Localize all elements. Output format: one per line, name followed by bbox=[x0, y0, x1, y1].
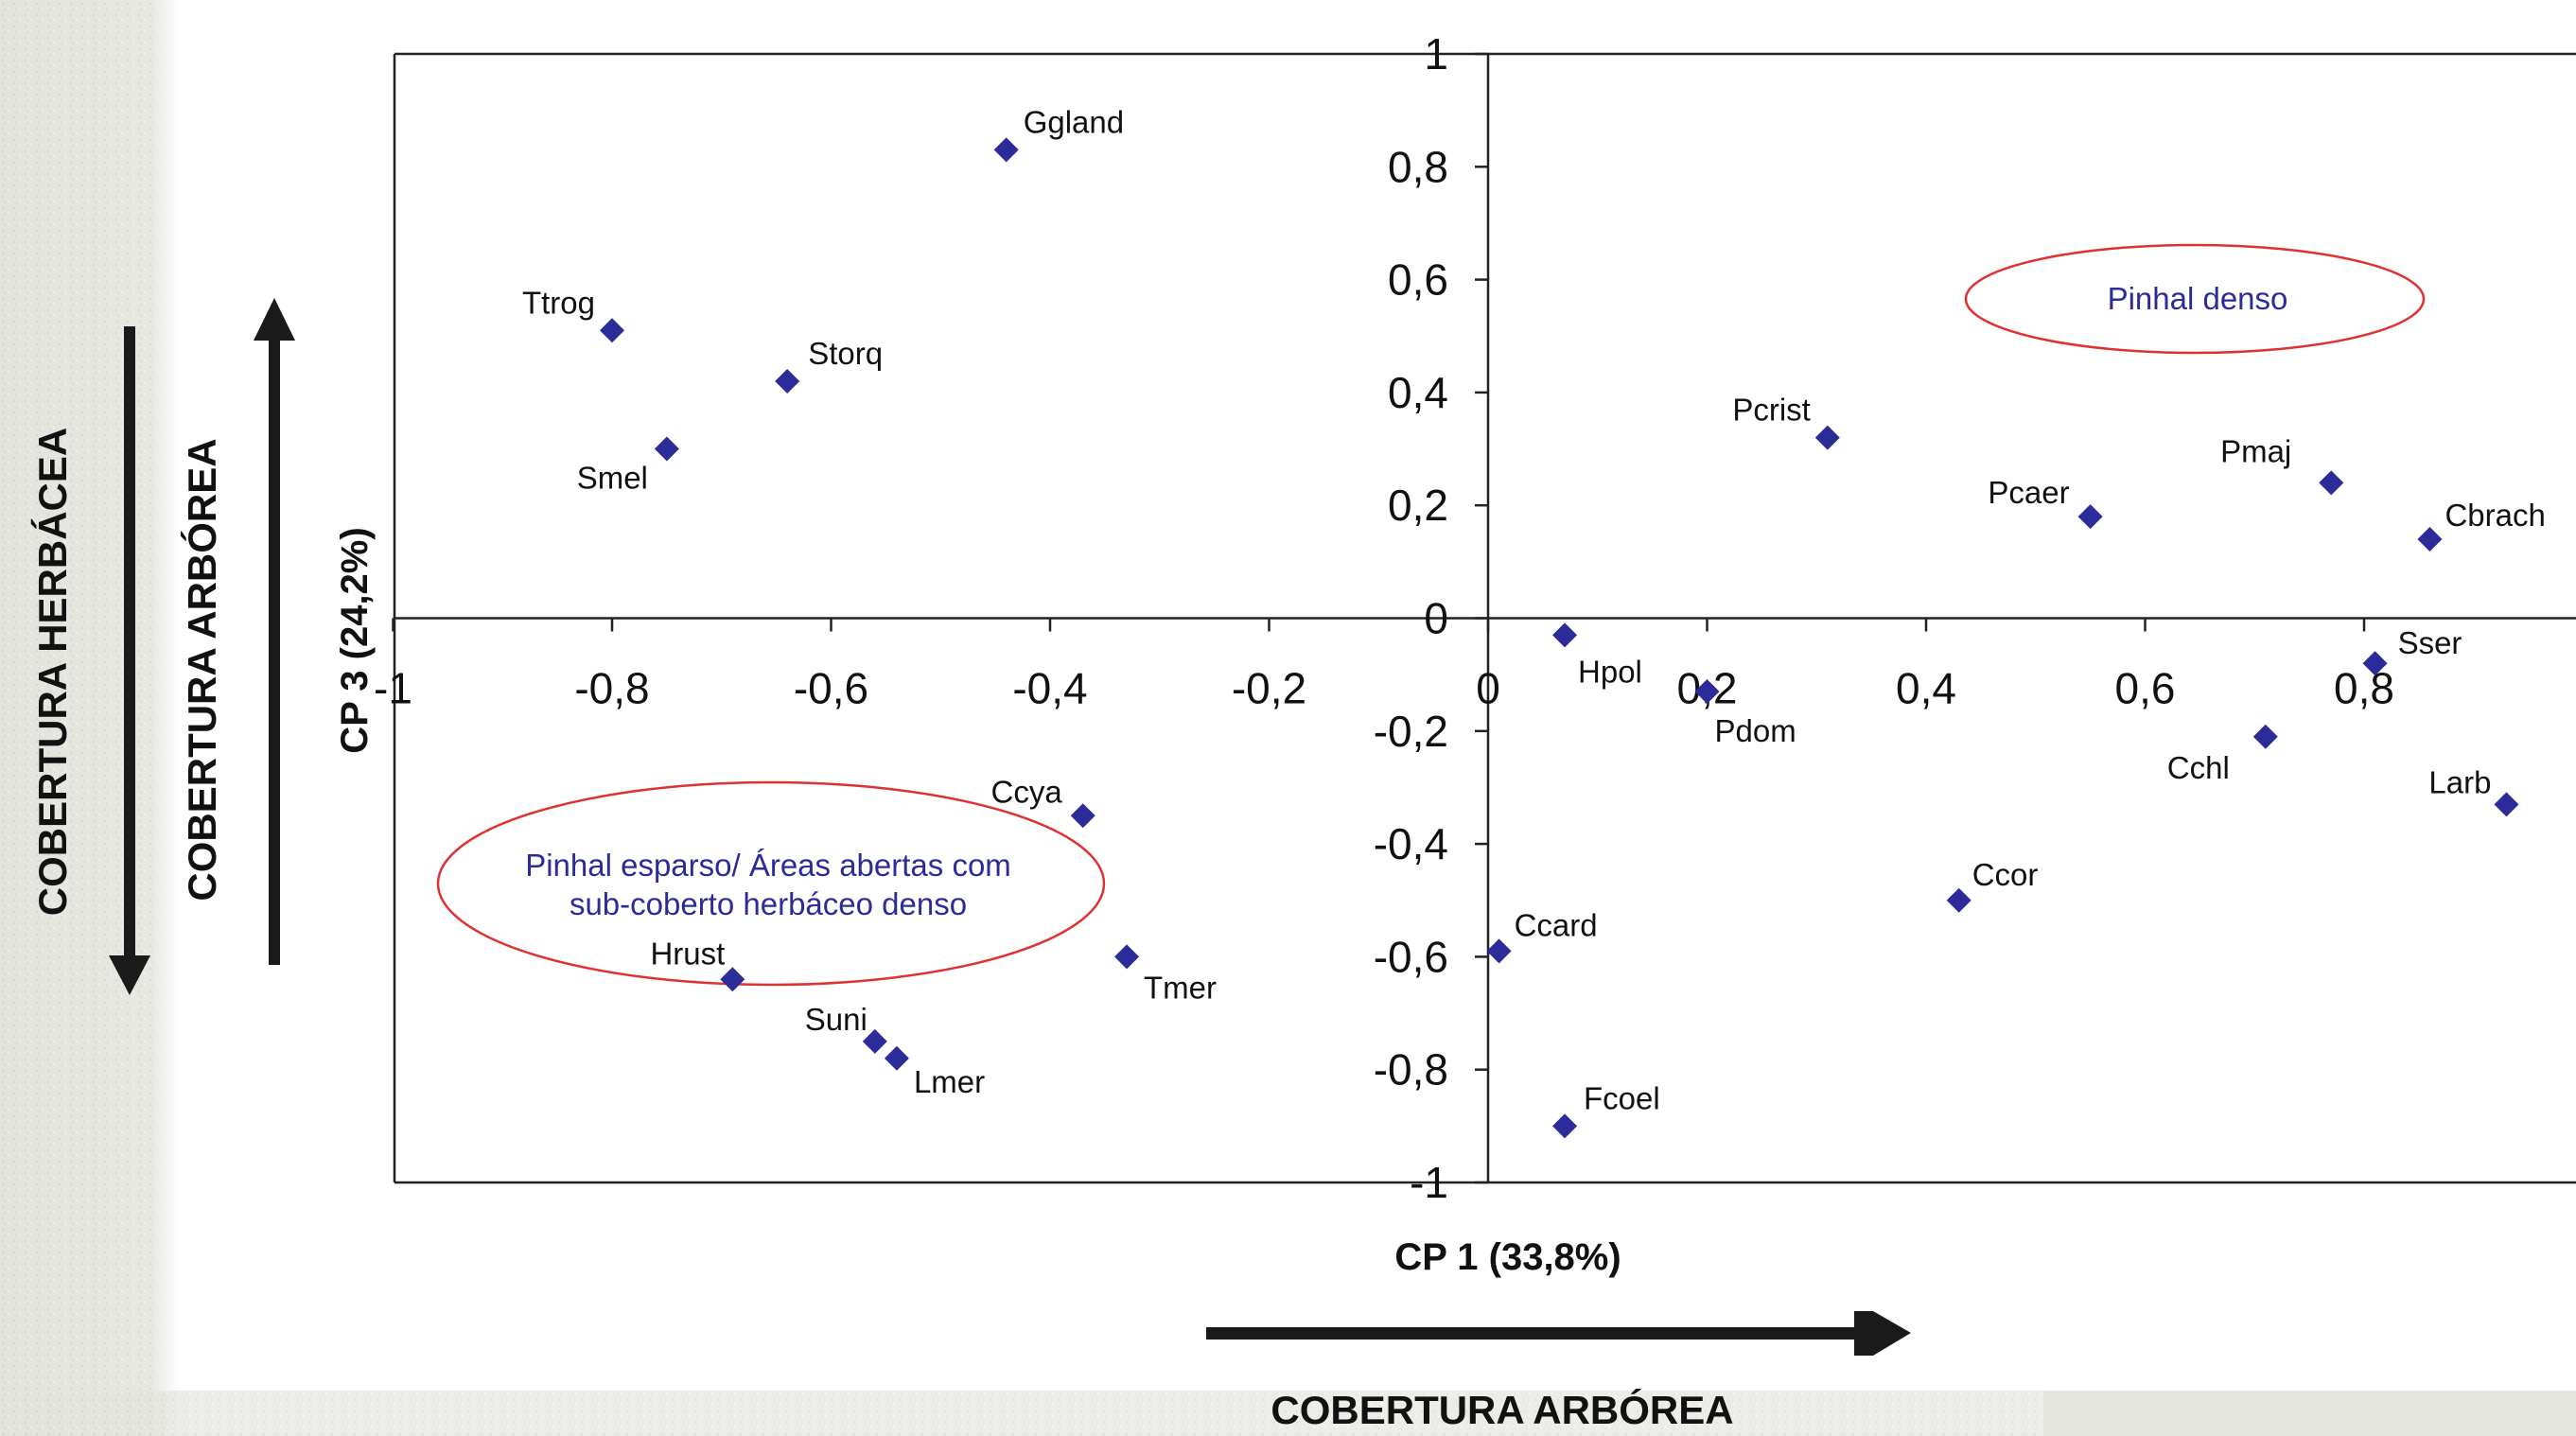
data-point-marker bbox=[775, 368, 800, 394]
x-axis-title: CP 1 (33,8%) bbox=[1394, 1236, 1621, 1278]
data-point-label: Ccor bbox=[1972, 857, 2039, 892]
y-tick-label: -0,2 bbox=[1374, 707, 1448, 756]
annotation-pinhal-esparso: Pinhal esparso/ Áreas abertas com sub-co… bbox=[436, 780, 1106, 987]
data-point-label: Tmer bbox=[1144, 970, 1217, 1005]
data-point-label: Ccard bbox=[1515, 907, 1598, 942]
data-point-label: Pcaer bbox=[1988, 475, 2069, 510]
y-tick-label: 0,4 bbox=[1388, 368, 1448, 417]
y-axis-ticks: 1 0,8 0,6 0,4 0,2 0 -0,2 -0,4 -0,6 -0,8 -1 bbox=[1374, 29, 1488, 1207]
data-point-marker bbox=[2077, 504, 2103, 530]
annotation-text-pinhal-esparso-line2: sub-coberto herbáceo denso bbox=[570, 886, 967, 921]
y-tick-label: 0,6 bbox=[1388, 255, 1448, 305]
data-point-label: Pcrist bbox=[1732, 393, 1811, 428]
x-tick-label: 0,6 bbox=[2115, 664, 2176, 713]
data-point-marker bbox=[720, 967, 745, 992]
data-point-label: Suni bbox=[805, 1002, 867, 1037]
data-point-label: Ccya bbox=[991, 774, 1063, 809]
data-point-marker bbox=[1552, 622, 1578, 648]
x-axis-ticks: -1-0,8-0,6-0,4-0,200,20,40,60,8 bbox=[374, 618, 2394, 713]
data-point-label: Larb bbox=[2428, 764, 2491, 799]
y-tick-label: -0,4 bbox=[1374, 819, 1448, 868]
data-point-label: Fcoel bbox=[1584, 1080, 1660, 1115]
data-point-label: Cbrach bbox=[2445, 498, 2545, 533]
y-tick-label: -0,6 bbox=[1374, 932, 1448, 981]
data-point-label: Pmaj bbox=[2220, 433, 2291, 468]
annotation-ellipse-pinhal-denso bbox=[1964, 243, 2426, 355]
annotation-pinhal-denso: Pinhal denso bbox=[1964, 243, 2426, 355]
x-tick-label: 0,4 bbox=[1896, 664, 1956, 713]
y-tick-label: 1 bbox=[1424, 29, 1448, 79]
data-point-label: Hrust bbox=[650, 936, 725, 971]
annotation-text-pinhal-denso: Pinhal denso bbox=[2108, 281, 2288, 316]
data-point-marker bbox=[1552, 1113, 1578, 1139]
data-point-marker bbox=[1946, 887, 1971, 913]
data-point-marker bbox=[1070, 803, 1095, 829]
y-tick-label: -0,8 bbox=[1374, 1045, 1448, 1095]
side-label-arborea-vertical: COBERTURA ARBÓREA bbox=[179, 438, 224, 901]
x-tick-label: -1 bbox=[374, 664, 412, 713]
bottom-right-texture bbox=[2043, 1391, 2576, 1436]
y-tick-label: -1 bbox=[1410, 1158, 1448, 1207]
data-point-label: Ggland bbox=[1024, 104, 1124, 139]
y-tick-label: 0,8 bbox=[1388, 142, 1448, 191]
data-point-marker bbox=[2252, 724, 2278, 749]
data-point-marker bbox=[1814, 425, 1840, 450]
arborea-vertical-arrow bbox=[254, 298, 295, 965]
data-point-label: Lmer bbox=[914, 1064, 985, 1099]
data-point-marker bbox=[2494, 792, 2519, 817]
data-point-marker bbox=[600, 318, 624, 343]
data-point-marker bbox=[1114, 944, 1140, 970]
data-point-marker bbox=[2417, 526, 2443, 552]
data-points: Ggland Ttrog Storq Smel Pcrist Pcaer Pmaj Cbrac… bbox=[522, 104, 2546, 1139]
x-tick-label: 0,8 bbox=[2334, 664, 2394, 713]
data-point-label: Hpol bbox=[1578, 654, 1642, 689]
x-tick-label: 0 bbox=[1476, 664, 1500, 713]
x-tick-label: -0,2 bbox=[1232, 664, 1306, 713]
x-tick-label: -0,8 bbox=[574, 664, 649, 713]
y-tick-label: 0,2 bbox=[1388, 481, 1448, 530]
y-tick-label: 0 bbox=[1424, 594, 1448, 643]
y-axis-title: CP 3 (24,2%) bbox=[334, 527, 376, 753]
bottom-label-arborea: COBERTURA ARBÓREA bbox=[1270, 1387, 1733, 1432]
data-point-marker bbox=[2362, 651, 2388, 676]
data-point-marker bbox=[862, 1028, 887, 1054]
data-point-label: Storq bbox=[808, 336, 883, 371]
x-tick-label: -0,4 bbox=[1012, 664, 1087, 713]
herbacea-arrow bbox=[109, 326, 150, 995]
data-point-marker bbox=[884, 1045, 909, 1071]
arborea-horizontal-arrow bbox=[1206, 1311, 1911, 1356]
data-point-marker bbox=[993, 137, 1019, 163]
annotation-ellipse-pinhal-esparso bbox=[436, 780, 1106, 987]
data-point-marker bbox=[1694, 679, 1720, 705]
annotation-text-pinhal-esparso-line1: Pinhal esparso/ Áreas abertas com bbox=[525, 848, 1011, 883]
side-label-herbacea: COBERTURA HERBÁCEA bbox=[30, 428, 75, 916]
data-point-label: Smel bbox=[577, 461, 648, 496]
x-tick-label: -0,6 bbox=[794, 664, 868, 713]
data-point-label: Sser bbox=[2398, 625, 2462, 660]
data-point-marker bbox=[2319, 470, 2344, 496]
data-point-marker bbox=[654, 436, 679, 462]
data-point-label: Pdom bbox=[1715, 713, 1796, 748]
data-point-label: Cchl bbox=[2167, 750, 2230, 785]
data-point-marker bbox=[1486, 938, 1512, 964]
data-point-label: Ttrog bbox=[522, 285, 595, 320]
